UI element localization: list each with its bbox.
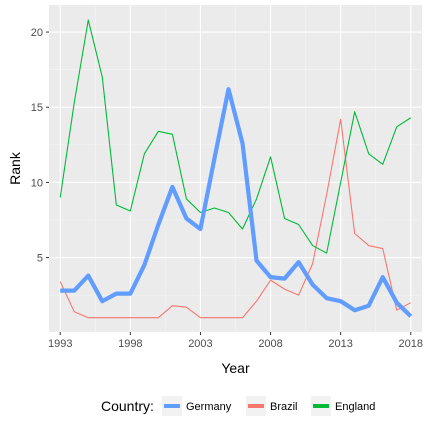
- legend-label-brazil: Brazil: [270, 401, 298, 413]
- legend: Country: Germany Brazil England: [101, 396, 375, 416]
- series-line-england: [59, 19, 412, 254]
- x-axis-title: Year: [221, 360, 250, 376]
- major-grid: [49, 5, 422, 332]
- y-tick-label: 20: [31, 27, 43, 39]
- x-axis: 1993 1998 2003 2008 2013 2018: [48, 332, 423, 350]
- series-line-germany: [60, 87, 413, 318]
- y-tick-label: 15: [31, 102, 43, 114]
- y-axis: 5 10 15 20: [31, 27, 49, 265]
- y-tick-label: 5: [37, 253, 43, 265]
- x-tick-label: 1998: [118, 338, 142, 350]
- y-axis-title: Rank: [7, 151, 23, 185]
- series-layer: [59, 19, 413, 319]
- legend-label-germany: Germany: [186, 401, 232, 413]
- legend-title: Country:: [101, 398, 154, 414]
- x-tick-label: 2003: [188, 338, 212, 350]
- minor-grid: [49, 5, 422, 332]
- x-tick-label: 2008: [258, 338, 282, 350]
- legend-label-england: England: [335, 401, 375, 413]
- x-tick-label: 2013: [328, 338, 352, 350]
- y-tick-label: 10: [31, 177, 43, 189]
- x-tick-label: 1993: [48, 338, 72, 350]
- x-tick-label: 2018: [399, 338, 423, 350]
- series-line-brazil: [59, 118, 412, 319]
